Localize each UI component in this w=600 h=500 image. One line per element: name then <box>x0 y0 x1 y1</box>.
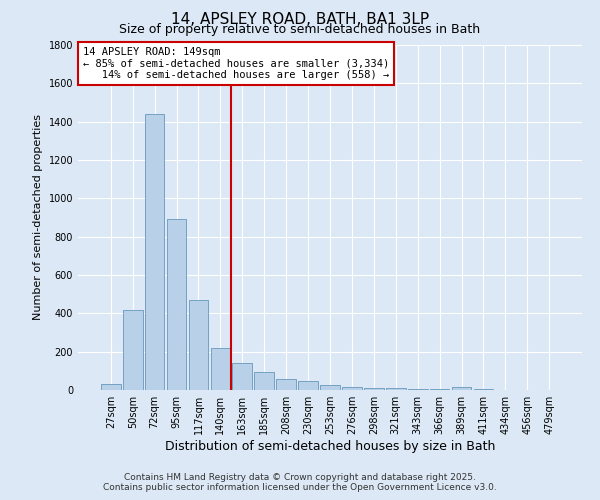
Bar <box>254 372 274 390</box>
Bar <box>276 378 296 390</box>
Bar <box>364 388 384 390</box>
Bar <box>408 389 428 390</box>
Text: Size of property relative to semi-detached houses in Bath: Size of property relative to semi-detach… <box>119 22 481 36</box>
Bar <box>188 300 208 390</box>
Bar <box>232 363 252 390</box>
Bar <box>342 387 362 390</box>
Bar <box>298 382 318 390</box>
Bar <box>320 385 340 390</box>
Bar <box>167 220 187 390</box>
Bar <box>386 388 406 390</box>
Bar <box>452 387 472 390</box>
X-axis label: Distribution of semi-detached houses by size in Bath: Distribution of semi-detached houses by … <box>165 440 495 453</box>
Text: 14, APSLEY ROAD, BATH, BA1 3LP: 14, APSLEY ROAD, BATH, BA1 3LP <box>171 12 429 28</box>
Y-axis label: Number of semi-detached properties: Number of semi-detached properties <box>33 114 43 320</box>
Bar <box>101 384 121 390</box>
Bar <box>211 348 230 390</box>
Text: Contains HM Land Registry data © Crown copyright and database right 2025.
Contai: Contains HM Land Registry data © Crown c… <box>103 473 497 492</box>
Text: 14 APSLEY ROAD: 149sqm
← 85% of semi-detached houses are smaller (3,334)
   14% : 14 APSLEY ROAD: 149sqm ← 85% of semi-det… <box>83 46 389 80</box>
Bar <box>145 114 164 390</box>
Bar <box>123 310 143 390</box>
